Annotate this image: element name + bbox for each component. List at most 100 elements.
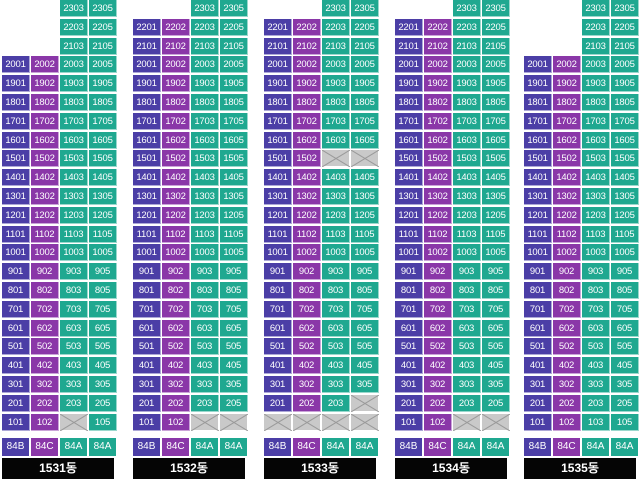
unit-cell: 1203 bbox=[322, 206, 350, 224]
unit-cell: 103 bbox=[582, 413, 610, 431]
unit-cell: 905 bbox=[351, 263, 379, 281]
unit-cell: 1602 bbox=[162, 131, 190, 149]
unit-cell: 601 bbox=[395, 319, 423, 337]
unit-cell: 1502 bbox=[162, 150, 190, 168]
unit-cell: 1801 bbox=[133, 94, 161, 111]
unit-cell: 1103 bbox=[191, 225, 219, 243]
unit-cell: 703 bbox=[60, 300, 88, 318]
unit-cell: 1603 bbox=[322, 131, 350, 149]
unit-type-label: 84A bbox=[220, 438, 248, 456]
unit-cell: 203 bbox=[191, 394, 219, 412]
unit-cell: 1101 bbox=[264, 225, 292, 243]
unit-cell: 1603 bbox=[582, 131, 610, 149]
unit-cell: 1405 bbox=[220, 169, 248, 187]
unit-cell: 905 bbox=[220, 263, 248, 281]
unit-cell: 303 bbox=[453, 376, 481, 393]
unavailable-unit bbox=[293, 413, 321, 431]
unit-cell: 1402 bbox=[293, 169, 321, 187]
unit-cell: 1003 bbox=[582, 244, 610, 262]
unit-cell: 505 bbox=[611, 338, 639, 356]
unit-cell: 905 bbox=[89, 263, 117, 281]
unit-cell: 2005 bbox=[220, 56, 248, 74]
unit-cell: 1902 bbox=[553, 75, 581, 93]
unit-cell: 802 bbox=[424, 282, 452, 299]
unit-cell: 1903 bbox=[60, 75, 88, 93]
unit-cell: 1403 bbox=[60, 169, 88, 187]
unit-cell: 2205 bbox=[89, 18, 117, 36]
unit-cell: 2305 bbox=[351, 0, 379, 17]
unit-cell: 602 bbox=[424, 319, 452, 337]
unit-cell: 502 bbox=[162, 338, 190, 356]
unit-cell: 901 bbox=[264, 263, 292, 281]
unit-cell: 1002 bbox=[293, 244, 321, 262]
unit-cell: 1002 bbox=[162, 244, 190, 262]
unit-type-label: 84C bbox=[424, 438, 452, 456]
building-3: 2303 2305 2201 2202 2203 2205 2101 2102 2103 2105… bbox=[264, 0, 380, 480]
unit-cell: 1705 bbox=[220, 112, 248, 130]
unit-cell: 1001 bbox=[133, 244, 161, 262]
unit-cell: 1205 bbox=[89, 206, 117, 224]
unit-cell: 1905 bbox=[482, 75, 510, 93]
unit-type-label: 84B bbox=[264, 438, 292, 456]
unit-cell: 501 bbox=[2, 338, 30, 356]
unit-cell: 1503 bbox=[60, 150, 88, 168]
unit-cell: 1902 bbox=[424, 75, 452, 93]
unit-cell: 1205 bbox=[220, 206, 248, 224]
unit-cell: 1201 bbox=[395, 206, 423, 224]
unit-type-label: 84A bbox=[351, 438, 379, 456]
unit-cell: 501 bbox=[133, 338, 161, 356]
unit-cell: 1901 bbox=[2, 75, 30, 93]
unit-cell: 2002 bbox=[424, 56, 452, 74]
unit-cell: 1902 bbox=[31, 75, 59, 93]
unit-cell: 503 bbox=[322, 338, 350, 356]
unit-cell: 1505 bbox=[482, 150, 510, 168]
unit-cell: 1005 bbox=[611, 244, 639, 262]
unit-cell: 201 bbox=[395, 394, 423, 412]
unit-cell: 1301 bbox=[395, 188, 423, 205]
unit-cell: 1401 bbox=[524, 169, 552, 187]
unit-cell: 803 bbox=[60, 282, 88, 299]
unit-cell: 703 bbox=[582, 300, 610, 318]
unit-cell: 1501 bbox=[524, 150, 552, 168]
unit-cell: 2105 bbox=[220, 37, 248, 55]
unit-cell: 105 bbox=[89, 413, 117, 431]
unit-cell: 1403 bbox=[322, 169, 350, 187]
unit-cell: 1503 bbox=[453, 150, 481, 168]
unit-cell: 403 bbox=[582, 357, 610, 375]
unit-cell: 1402 bbox=[553, 169, 581, 187]
unit-cell: 501 bbox=[395, 338, 423, 356]
unit-cell: 401 bbox=[524, 357, 552, 375]
unit-cell: 205 bbox=[482, 394, 510, 412]
unit-cell: 605 bbox=[482, 319, 510, 337]
unit-cell: 1403 bbox=[453, 169, 481, 187]
unit-cell: 1803 bbox=[453, 94, 481, 111]
unit-cell: 105 bbox=[611, 413, 639, 431]
unit-cell: 101 bbox=[133, 413, 161, 431]
unit-cell: 1102 bbox=[553, 225, 581, 243]
unit-cell: 205 bbox=[220, 394, 248, 412]
unit-cell: 401 bbox=[133, 357, 161, 375]
unit-cell: 301 bbox=[264, 376, 292, 393]
unit-cell: 102 bbox=[31, 413, 59, 431]
unit-cell: 202 bbox=[553, 394, 581, 412]
unit-cell: 601 bbox=[264, 319, 292, 337]
unit-cell: 2305 bbox=[611, 0, 639, 17]
unit-cell: 2203 bbox=[60, 18, 88, 36]
unit-cell: 501 bbox=[264, 338, 292, 356]
unit-cell: 1203 bbox=[582, 206, 610, 224]
unit-cell: 1702 bbox=[553, 112, 581, 130]
unit-cell: 2205 bbox=[351, 18, 379, 36]
unit-cell: 1703 bbox=[60, 112, 88, 130]
unit-cell: 1705 bbox=[482, 112, 510, 130]
unit-cell: 2102 bbox=[162, 37, 190, 55]
unit-cell: 902 bbox=[31, 263, 59, 281]
unit-cell: 1505 bbox=[220, 150, 248, 168]
unit-cell: 1405 bbox=[351, 169, 379, 187]
unit-cell: 1703 bbox=[322, 112, 350, 130]
unit-cell: 1805 bbox=[220, 94, 248, 111]
unit-cell: 1705 bbox=[351, 112, 379, 130]
unit-cell: 2001 bbox=[524, 56, 552, 74]
unit-type-label: 84C bbox=[162, 438, 190, 456]
unit-cell: 801 bbox=[524, 282, 552, 299]
